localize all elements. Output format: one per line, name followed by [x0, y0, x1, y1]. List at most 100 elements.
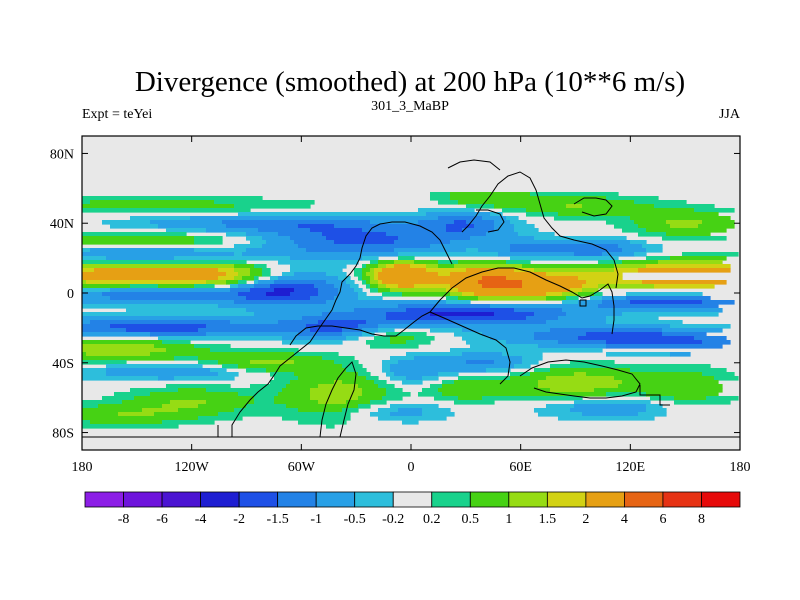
colorbar-swatch	[546, 491, 587, 508]
field-cell	[366, 376, 379, 381]
field-cell	[450, 272, 547, 277]
field-cell	[238, 284, 255, 289]
field-cell	[334, 380, 343, 385]
field-cell	[694, 336, 727, 341]
field-cell	[378, 324, 671, 329]
field-cell	[198, 416, 243, 421]
field-cell	[158, 336, 283, 341]
field-cell	[462, 352, 503, 357]
field-cell	[246, 296, 311, 301]
field-cell	[430, 192, 451, 197]
field-cell	[294, 360, 335, 365]
field-cell	[82, 236, 195, 241]
field-cell	[638, 232, 667, 237]
field-cell	[646, 408, 667, 413]
field-cell	[98, 404, 163, 409]
field-cell	[646, 404, 663, 409]
field-cell	[526, 212, 559, 217]
field-cell	[398, 284, 415, 289]
field-cell	[622, 260, 659, 265]
field-cell	[394, 264, 411, 269]
field-cell	[90, 320, 231, 325]
field-cell	[354, 268, 363, 273]
field-cell	[458, 376, 511, 381]
field-cell	[346, 336, 359, 341]
field-cell	[234, 276, 243, 281]
field-cell	[374, 380, 387, 385]
field-cell	[102, 220, 151, 225]
field-cell	[270, 276, 279, 281]
field-cell	[338, 276, 351, 281]
field-cell	[142, 408, 179, 413]
field-cell	[206, 388, 283, 393]
field-cell	[626, 292, 703, 297]
field-cell	[206, 324, 307, 329]
field-cell	[254, 284, 271, 289]
field-cell	[366, 284, 371, 289]
field-cell	[618, 384, 723, 389]
field-cell	[82, 368, 107, 373]
field-cell	[414, 260, 439, 265]
field-cell	[602, 296, 627, 301]
field-cell	[206, 332, 299, 337]
field-cell	[282, 388, 311, 393]
field-cell	[614, 376, 715, 381]
field-cell	[238, 392, 279, 397]
field-cell	[82, 284, 131, 289]
field-cell	[430, 244, 511, 249]
field-cell	[246, 404, 287, 409]
field-cell	[218, 372, 239, 377]
field-cell	[190, 216, 439, 221]
field-cell	[270, 284, 315, 289]
field-cell	[178, 388, 207, 393]
field-cell	[390, 404, 439, 409]
field-cell	[310, 328, 343, 333]
field-cell	[454, 220, 467, 225]
field-cell	[226, 280, 239, 285]
field-cell	[82, 248, 91, 253]
field-cell	[442, 384, 539, 389]
field-cell	[378, 408, 399, 413]
field-cell	[618, 244, 643, 249]
field-cell	[714, 376, 739, 381]
field-cell	[82, 272, 227, 277]
field-cell	[110, 288, 231, 293]
field-cell	[342, 328, 363, 333]
field-cell	[590, 296, 603, 301]
field-cell	[234, 408, 299, 413]
field-cell	[454, 380, 539, 385]
field-cell	[494, 360, 523, 365]
field-cell	[606, 344, 723, 349]
field-cell	[242, 276, 255, 281]
field-cell	[198, 356, 323, 361]
field-cell	[250, 240, 267, 245]
field-cell	[586, 280, 643, 285]
field-cell	[538, 380, 623, 385]
field-cell	[446, 224, 475, 229]
field-cell	[382, 292, 403, 297]
field-cell	[494, 220, 511, 225]
field-cell	[474, 224, 495, 229]
field-cell	[298, 408, 343, 413]
field-cell	[82, 320, 91, 325]
field-cell	[594, 388, 723, 393]
field-cell	[390, 412, 423, 417]
field-cell	[342, 332, 363, 337]
field-cell	[554, 216, 631, 221]
field-cell	[86, 352, 151, 357]
field-cell	[110, 324, 207, 329]
colorbar-label: -4	[195, 512, 207, 527]
field-cell	[562, 292, 579, 297]
field-cell	[338, 288, 355, 293]
field-cell	[550, 328, 663, 333]
field-cell	[558, 340, 607, 345]
field-cell	[210, 348, 299, 353]
field-cell	[194, 248, 247, 253]
field-cell	[510, 248, 623, 253]
field-cell	[378, 276, 483, 281]
field-cell	[362, 276, 371, 281]
field-cell	[546, 292, 563, 297]
colorbar-label: -1.5	[267, 512, 289, 527]
field-cell	[174, 356, 199, 361]
colorbar-swatch	[585, 491, 625, 508]
